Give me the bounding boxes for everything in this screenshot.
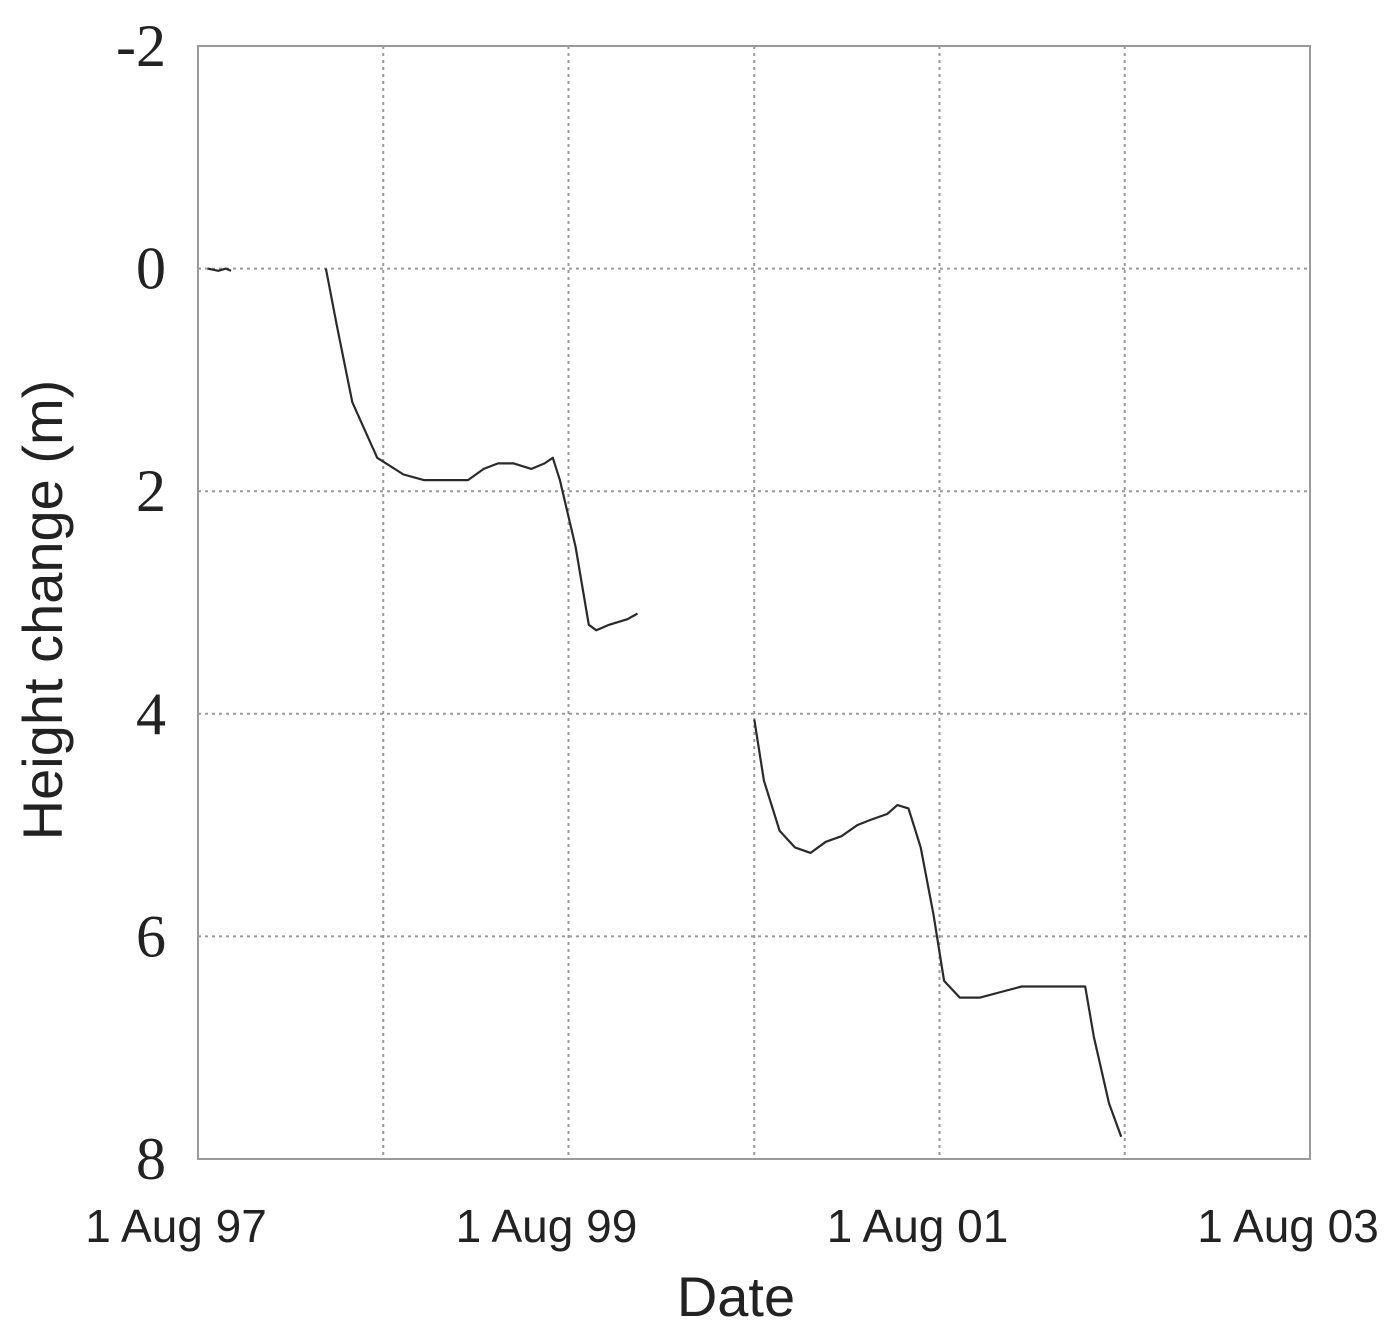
plot-frame <box>197 45 1311 1160</box>
x-tick-labels: 1 Aug 97 1 Aug 99 1 Aug 01 1 Aug 03 <box>85 1200 1379 1252</box>
y-tick-label: -2 <box>116 13 166 79</box>
y-tick-label: 8 <box>136 1126 166 1192</box>
series-layer <box>207 267 1123 1138</box>
y-tick-label: 6 <box>136 903 166 969</box>
y-tick-label: 0 <box>136 236 166 302</box>
series-line-segment <box>207 267 232 272</box>
series-line-segment <box>753 719 1123 1138</box>
series-line-segment <box>324 268 639 632</box>
x-tick-label: 1 Aug 01 <box>827 1200 1009 1252</box>
x-axis-label: Date <box>677 1265 795 1326</box>
y-axis-label: Height change (m) <box>11 380 74 841</box>
x-tick-label: 1 Aug 99 <box>456 1200 638 1252</box>
grid <box>197 45 1311 1160</box>
x-tick-label: 1 Aug 03 <box>1197 1200 1379 1252</box>
x-tick-label: 1 Aug 97 <box>85 1200 267 1252</box>
y-tick-label: 4 <box>136 681 166 747</box>
y-tick-labels: -2 0 2 4 6 8 <box>116 13 166 1192</box>
y-tick-label: 2 <box>136 458 166 524</box>
